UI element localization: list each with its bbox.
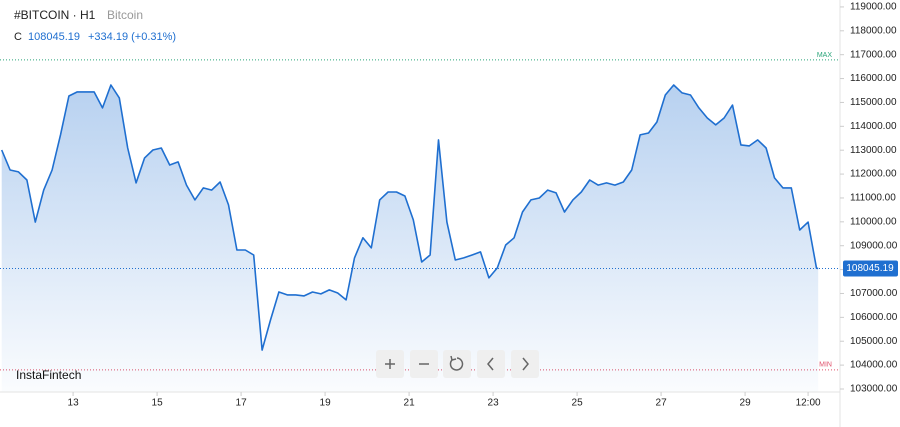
scroll-left-button[interactable] bbox=[477, 350, 505, 378]
y-tick-label: 112000.00 bbox=[850, 169, 897, 180]
y-tick-label: 111000.00 bbox=[850, 193, 896, 204]
y-tick-label: 117000.00 bbox=[850, 49, 897, 60]
last-price-label: 108045.19 bbox=[846, 263, 894, 274]
reset-button[interactable] bbox=[443, 350, 471, 378]
area-fill bbox=[1, 85, 819, 392]
y-tick-label: 106000.00 bbox=[850, 312, 898, 323]
plot-area bbox=[0, 59, 840, 392]
zoom-in-button[interactable] bbox=[376, 350, 404, 378]
change: +334.19 (+0.31%) bbox=[88, 31, 176, 43]
x-tick-label: 12:00 bbox=[796, 398, 821, 409]
max-line-label: MAX bbox=[817, 52, 833, 59]
scroll-right-button[interactable] bbox=[511, 350, 539, 378]
price-line bbox=[0, 84, 819, 351]
zoom-out-button[interactable] bbox=[410, 350, 438, 378]
y-tick-label: 118000.00 bbox=[850, 25, 897, 36]
y-tick-label: 107000.00 bbox=[850, 288, 898, 299]
y-tick-label: 119000.00 bbox=[850, 2, 897, 13]
x-tick-label: 27 bbox=[656, 398, 668, 409]
y-tick-label: 103000.00 bbox=[850, 384, 898, 395]
x-tick-label: 15 bbox=[152, 398, 164, 409]
min-line-label: MIN bbox=[819, 362, 832, 369]
y-tick-label: 110000.00 bbox=[850, 216, 897, 227]
symbol: #BITCOIN · H1 bbox=[14, 8, 96, 22]
y-tick-label: 114000.00 bbox=[850, 121, 897, 132]
instrument-name: Bitcoin bbox=[107, 8, 143, 22]
x-tick-label: 21 bbox=[404, 398, 416, 409]
y-tick-label: 105000.00 bbox=[850, 336, 898, 347]
close-label: C bbox=[14, 31, 22, 43]
y-tick-label: 104000.00 bbox=[850, 360, 898, 371]
close-value: 108045.19 bbox=[28, 31, 80, 43]
y-tick-label: 113000.00 bbox=[850, 145, 897, 156]
y-tick-label: 116000.00 bbox=[850, 73, 897, 84]
y-tick-label: 115000.00 bbox=[850, 97, 897, 108]
x-tick-label: 19 bbox=[320, 398, 332, 409]
zoom-controls bbox=[376, 350, 539, 378]
x-tick-label: 13 bbox=[68, 398, 80, 409]
brand: InstaFintech bbox=[16, 368, 81, 382]
x-tick-label: 29 bbox=[740, 398, 752, 409]
x-tick-label: 23 bbox=[488, 398, 500, 409]
y-tick-label: 109000.00 bbox=[850, 240, 898, 251]
x-tick-label: 17 bbox=[236, 398, 248, 409]
last-price-tag bbox=[843, 260, 898, 277]
x-tick-label: 25 bbox=[572, 398, 584, 409]
